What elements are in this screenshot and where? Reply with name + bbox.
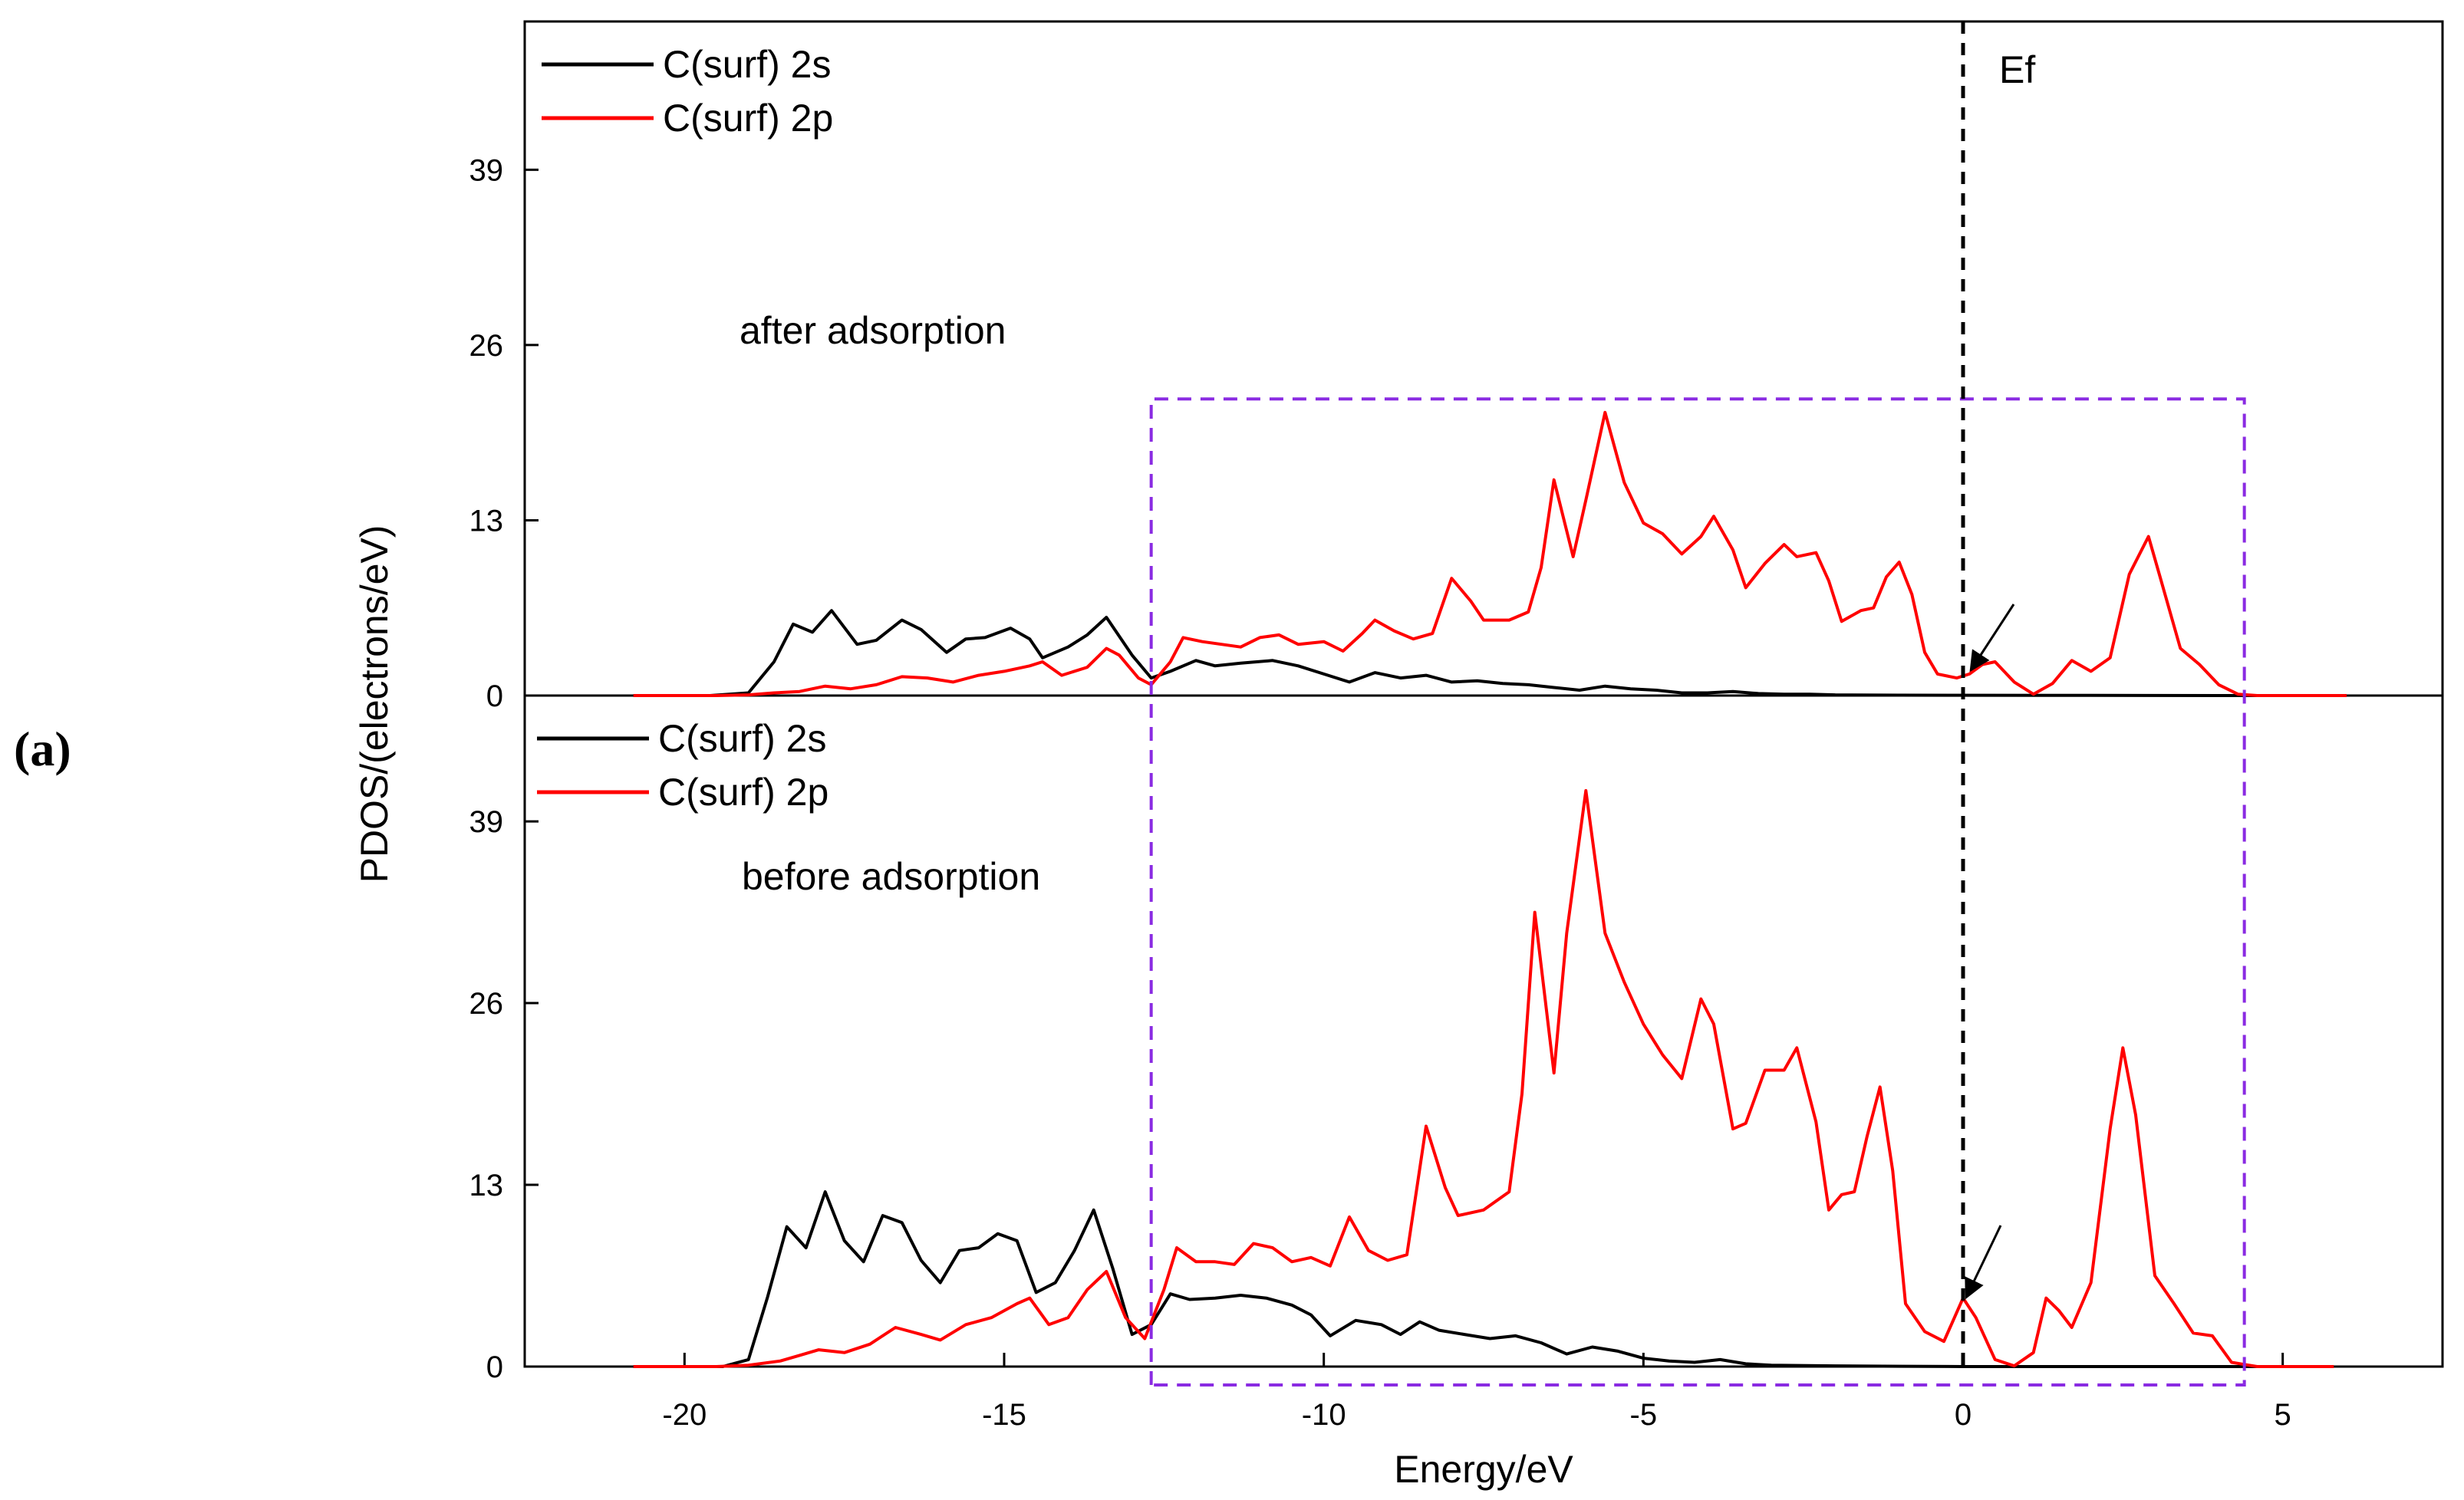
legend-after: C(surf) 2s C(surf) 2p [542, 43, 833, 140]
curves [633, 410, 2347, 1368]
plot-frame [523, 20, 2444, 1368]
legend-before: C(surf) 2s C(surf) 2p [537, 717, 828, 814]
x-tick-label-4: 0 [1955, 1398, 1972, 1432]
series-after-s [633, 609, 2347, 697]
annotation-after: after adsorption [740, 309, 1006, 352]
y-tick-label-before-2: 26 [469, 987, 504, 1021]
y-tick-label-before-3: 39 [469, 805, 504, 839]
x-axis-title: Energy/eV [1394, 1448, 1573, 1491]
y-axis-title: PDOS/(electrons/eV) [353, 525, 396, 883]
x-tick-label-3: -5 [1630, 1398, 1658, 1432]
arrow-before [1965, 1225, 2002, 1300]
y-tick-label-after-0: 0 [486, 679, 503, 713]
legend-after-2s-label: C(surf) 2s [663, 43, 831, 86]
y-axis-before: 0 13 26 39 [469, 805, 539, 1384]
x-tick-label-5: 5 [2275, 1398, 2291, 1432]
y-tick-label-before-1: 13 [469, 1169, 504, 1202]
x-axis: -20 -15 -10 -5 0 5 [662, 1353, 2291, 1432]
x-tick-label-0: -20 [662, 1398, 707, 1432]
y-tick-label-after-1: 13 [469, 504, 504, 538]
legend-after-2p-label: C(surf) 2p [663, 97, 833, 140]
arrow-after [1969, 604, 2015, 673]
series-before-s [633, 1190, 2283, 1368]
highlight-box [1149, 397, 2246, 1387]
series-after-p [633, 410, 2347, 697]
y-tick-label-before-0: 0 [486, 1350, 503, 1384]
legend-before-2p-label: C(surf) 2p [658, 771, 828, 814]
x-tick-label-1: -15 [982, 1398, 1026, 1432]
y-axis-after: 0 13 26 39 [469, 153, 539, 713]
series-before-p [633, 789, 2334, 1368]
annotation-before: before adsorption [742, 855, 1040, 898]
legend-before-2s-label: C(surf) 2s [658, 717, 826, 760]
panel-label: (a) [14, 722, 71, 776]
x-tick-label-2: -10 [1302, 1398, 1346, 1432]
y-tick-label-after-2: 26 [469, 329, 504, 363]
y-tick-label-after-3: 39 [469, 153, 504, 187]
fermi-level-label: Ef [1999, 48, 2035, 91]
